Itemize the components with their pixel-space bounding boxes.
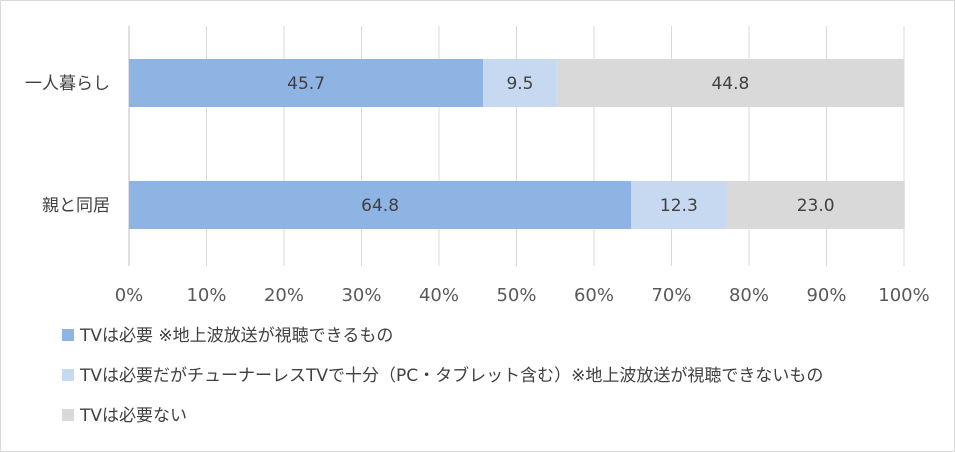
bar-segment xyxy=(483,59,557,107)
legend-item-1: TVは必要 ※地上波放送が視聴できるもの xyxy=(62,322,823,346)
x-tick-label: 30% xyxy=(341,285,381,306)
x-tick-label: 0% xyxy=(115,285,144,306)
x-tick-label: 10% xyxy=(186,285,226,306)
bars xyxy=(129,59,905,229)
data-label: 12.3 xyxy=(660,196,698,216)
bar-segment xyxy=(726,181,905,229)
data-label: 9.5 xyxy=(506,74,533,94)
x-tick-label: 90% xyxy=(806,285,846,306)
x-tick-label: 40% xyxy=(419,285,459,306)
x-tick-label: 20% xyxy=(264,285,304,306)
bar-segment xyxy=(129,59,484,107)
x-tick-label: 50% xyxy=(496,285,536,306)
x-tick-label: 70% xyxy=(651,285,691,306)
x-tick-label: 80% xyxy=(729,285,769,306)
legend-item-2: TVは必要だがチューナーレスTVで十分（PC・タブレット含む）※地上波放送が視聴… xyxy=(62,362,824,386)
labels: 0% 10% 20% 30% 40% 50% 60% 70% 80% 90% 100% 45.7 9.5… xyxy=(25,74,930,306)
legend: TVは必要 ※地上波放送が視聴できるもの TVは必要だがチューナーレスTVで十分… xyxy=(62,322,823,442)
bar-segment xyxy=(129,181,632,229)
x-tick-label: 60% xyxy=(574,285,614,306)
data-label: 23.0 xyxy=(797,196,835,216)
legend-swatch-3 xyxy=(62,409,74,421)
data-label: 45.7 xyxy=(287,74,325,94)
bar-segment xyxy=(556,59,904,107)
bar-segment xyxy=(631,181,727,229)
legend-label-3: TVは必要ない xyxy=(80,405,188,426)
category-label: 一人暮らし xyxy=(25,74,110,94)
legend-swatch-2 xyxy=(62,369,74,381)
legend-label-1: TVは必要 ※地上波放送が視聴できるもの xyxy=(80,325,394,346)
data-label: 64.8 xyxy=(361,196,399,216)
legend-item-3: TVは必要ない xyxy=(62,402,823,426)
x-tick-label: 100% xyxy=(878,285,929,306)
legend-swatch-1 xyxy=(62,329,74,341)
data-label: 44.8 xyxy=(711,74,749,94)
category-label: 親と同居 xyxy=(42,196,110,216)
legend-label-2: TVは必要だがチューナーレスTVで十分（PC・タブレット含む）※地上波放送が視聴… xyxy=(80,365,824,386)
